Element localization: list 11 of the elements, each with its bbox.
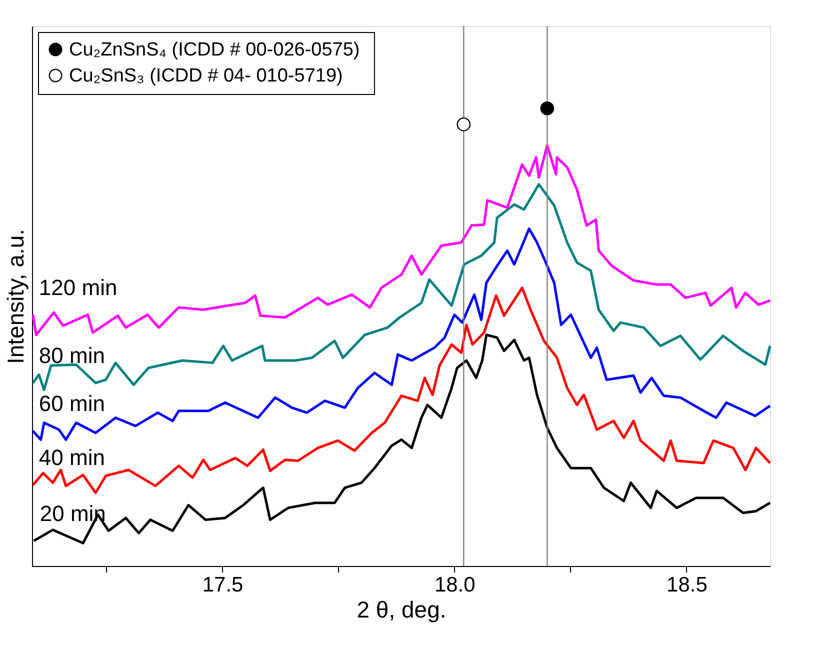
x-axis-title: 2 θ, deg. xyxy=(356,596,446,622)
legend-label: Cu₂SnS₃ (ICDD # 04- 010-5719) xyxy=(69,66,343,86)
x-tick-label: 18.5 xyxy=(666,574,708,596)
series-label: 120 min xyxy=(38,274,118,300)
legend-label: Cu₂ZnSnS₄ (ICDD # 00-026-0575) xyxy=(69,40,360,60)
y-axis-title: Intensity, a.u. xyxy=(2,228,28,364)
series-label: 40 min xyxy=(38,445,105,470)
x-tick-label: 18.0 xyxy=(434,574,476,596)
x-tick-label: 17.5 xyxy=(202,574,244,596)
series-label: 60 min xyxy=(38,391,105,416)
series-label: 80 min xyxy=(38,342,105,368)
